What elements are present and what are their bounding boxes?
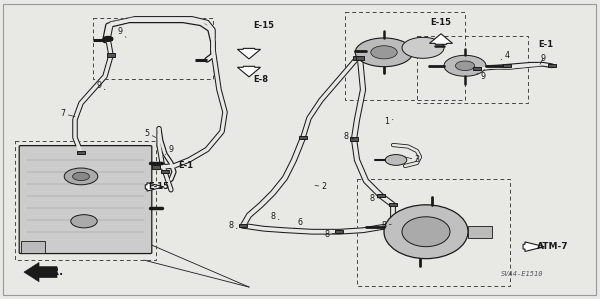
Bar [357,179,510,286]
Text: E-1: E-1 [538,40,554,49]
Circle shape [71,215,97,228]
Bar [353,56,361,60]
Text: 1: 1 [385,117,393,126]
Text: 2: 2 [315,182,326,191]
Polygon shape [523,242,544,251]
Text: E-15: E-15 [431,18,452,27]
Text: E-15: E-15 [254,21,275,30]
Polygon shape [238,48,260,59]
Text: 6: 6 [294,218,302,229]
Text: E-1: E-1 [178,161,194,170]
Circle shape [73,172,89,181]
Circle shape [355,38,413,67]
Bar [93,18,213,79]
Bar [104,37,112,40]
Bar [335,230,343,233]
Text: 9: 9 [97,81,105,90]
FancyBboxPatch shape [19,146,152,254]
Bar [299,136,307,139]
Ellipse shape [402,217,450,247]
Text: 5: 5 [145,129,156,138]
Text: 7: 7 [61,109,75,118]
Text: SVA4-E1510: SVA4-E1510 [501,271,543,277]
Text: 8: 8 [382,221,391,230]
Bar [473,67,481,70]
Circle shape [385,155,407,165]
Bar [350,137,358,141]
Bar [503,64,511,67]
Text: E-15: E-15 [149,182,170,191]
Bar [107,53,115,57]
Bar [548,64,556,67]
Bar [356,56,364,60]
Text: 4: 4 [501,51,509,60]
Text: 8: 8 [325,230,335,239]
Circle shape [455,61,475,71]
Text: ATM-7: ATM-7 [537,242,569,251]
Text: 3: 3 [405,155,419,164]
Text: 8: 8 [271,212,279,221]
Bar [417,36,528,103]
Text: E-8: E-8 [254,75,269,84]
Bar [239,224,247,227]
Polygon shape [24,263,57,282]
Polygon shape [145,183,164,191]
Text: 9: 9 [165,145,173,155]
Circle shape [64,168,98,185]
Polygon shape [238,66,260,77]
Text: FR.: FR. [45,267,63,277]
Text: 9: 9 [540,54,545,64]
Circle shape [402,37,444,58]
Circle shape [444,55,486,76]
Text: 8: 8 [229,221,237,230]
Polygon shape [430,34,452,44]
Bar [389,203,397,206]
Text: 8: 8 [344,132,354,141]
Bar [345,12,465,100]
Bar [468,226,492,238]
Text: 8: 8 [370,194,381,203]
Bar [377,194,385,197]
Bar [21,241,45,253]
Circle shape [103,36,113,41]
Bar [152,166,160,169]
Bar [15,141,156,260]
Text: 9: 9 [477,72,485,81]
Bar [161,170,169,173]
Circle shape [371,46,397,59]
Ellipse shape [384,205,468,259]
Text: 9: 9 [118,27,126,37]
Bar [77,151,85,154]
